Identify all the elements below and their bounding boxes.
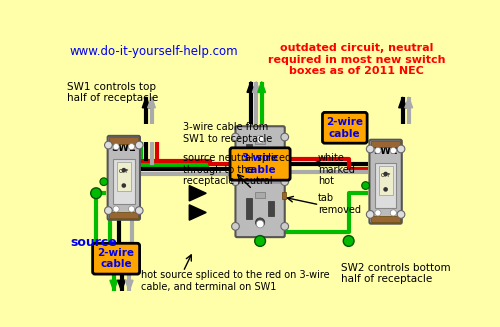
- Circle shape: [397, 211, 405, 218]
- Circle shape: [344, 235, 354, 246]
- Bar: [268, 201, 274, 216]
- Circle shape: [113, 206, 119, 212]
- Bar: [371, 141, 400, 147]
- Bar: [246, 144, 252, 165]
- Bar: [378, 165, 392, 195]
- Polygon shape: [190, 185, 206, 201]
- Circle shape: [256, 164, 264, 173]
- Circle shape: [128, 144, 134, 150]
- Bar: [256, 138, 264, 144]
- Circle shape: [90, 188, 102, 198]
- Circle shape: [256, 135, 264, 143]
- Circle shape: [281, 133, 288, 141]
- Circle shape: [366, 145, 374, 153]
- Polygon shape: [258, 82, 266, 92]
- Circle shape: [104, 207, 112, 215]
- Text: 3-wire
cable: 3-wire cable: [242, 153, 279, 175]
- Circle shape: [375, 147, 381, 154]
- Text: 3-wire cable from
SW1 to receptacle: 3-wire cable from SW1 to receptacle: [183, 122, 272, 144]
- Circle shape: [100, 178, 108, 185]
- Text: SW2 controls bottom
half of receptacle: SW2 controls bottom half of receptacle: [341, 263, 450, 284]
- Polygon shape: [118, 280, 126, 291]
- Bar: [117, 162, 131, 191]
- Bar: [256, 192, 264, 198]
- Text: OFF: OFF: [118, 169, 129, 174]
- Text: SW1 controls top
half of receptacle: SW1 controls top half of receptacle: [67, 82, 158, 103]
- Polygon shape: [247, 82, 254, 92]
- Bar: [268, 147, 274, 163]
- FancyBboxPatch shape: [370, 140, 402, 224]
- Text: 2-wire
cable: 2-wire cable: [98, 248, 134, 269]
- Circle shape: [375, 210, 381, 216]
- Text: 2-wire
cable: 2-wire cable: [326, 117, 364, 139]
- Polygon shape: [398, 97, 406, 108]
- Bar: [246, 198, 252, 219]
- FancyBboxPatch shape: [92, 243, 140, 274]
- Bar: [113, 160, 134, 204]
- Polygon shape: [110, 280, 118, 291]
- Text: outdated circuit, neutral
required in most new switch
boxes as of 2011 NEC: outdated circuit, neutral required in mo…: [268, 43, 446, 76]
- Circle shape: [384, 187, 388, 192]
- Circle shape: [136, 207, 143, 215]
- Circle shape: [122, 168, 126, 172]
- Circle shape: [281, 222, 288, 230]
- Circle shape: [128, 206, 134, 212]
- Circle shape: [390, 210, 396, 216]
- Text: source: source: [70, 235, 116, 249]
- FancyBboxPatch shape: [108, 136, 140, 220]
- Text: SW2: SW2: [374, 146, 398, 156]
- Circle shape: [232, 222, 239, 230]
- Circle shape: [232, 133, 239, 141]
- Bar: [109, 137, 138, 144]
- Circle shape: [390, 147, 396, 154]
- Polygon shape: [126, 280, 133, 291]
- Circle shape: [256, 218, 264, 227]
- FancyBboxPatch shape: [236, 126, 284, 237]
- Circle shape: [384, 172, 388, 176]
- Text: white
marked
hot: white marked hot: [318, 153, 354, 186]
- Polygon shape: [142, 97, 150, 108]
- Circle shape: [366, 211, 374, 218]
- Bar: [371, 216, 400, 222]
- Polygon shape: [252, 82, 260, 92]
- Text: hot source spliced to the red on 3-wire
cable, and terminal on SW1: hot source spliced to the red on 3-wire …: [141, 270, 330, 292]
- Circle shape: [232, 178, 239, 185]
- Bar: [109, 212, 138, 218]
- Circle shape: [256, 220, 264, 228]
- Circle shape: [397, 145, 405, 153]
- Circle shape: [362, 182, 370, 189]
- Text: www.do-it-yourself-help.com: www.do-it-yourself-help.com: [70, 45, 238, 59]
- Circle shape: [122, 183, 126, 188]
- Text: OFF: OFF: [380, 173, 391, 178]
- Bar: [282, 164, 286, 172]
- Text: SW1: SW1: [112, 143, 136, 152]
- Bar: [282, 192, 286, 199]
- Bar: [375, 163, 396, 208]
- Circle shape: [281, 178, 288, 185]
- FancyBboxPatch shape: [230, 148, 290, 180]
- Circle shape: [254, 235, 266, 246]
- Circle shape: [136, 141, 143, 149]
- Text: source neutral spliced
through to the
receptacle neutral: source neutral spliced through to the re…: [183, 153, 291, 186]
- Circle shape: [104, 141, 112, 149]
- Polygon shape: [148, 97, 156, 108]
- Polygon shape: [190, 205, 206, 220]
- Circle shape: [113, 144, 119, 150]
- Polygon shape: [405, 97, 412, 108]
- FancyBboxPatch shape: [322, 112, 367, 143]
- Text: tab
removed: tab removed: [318, 193, 361, 215]
